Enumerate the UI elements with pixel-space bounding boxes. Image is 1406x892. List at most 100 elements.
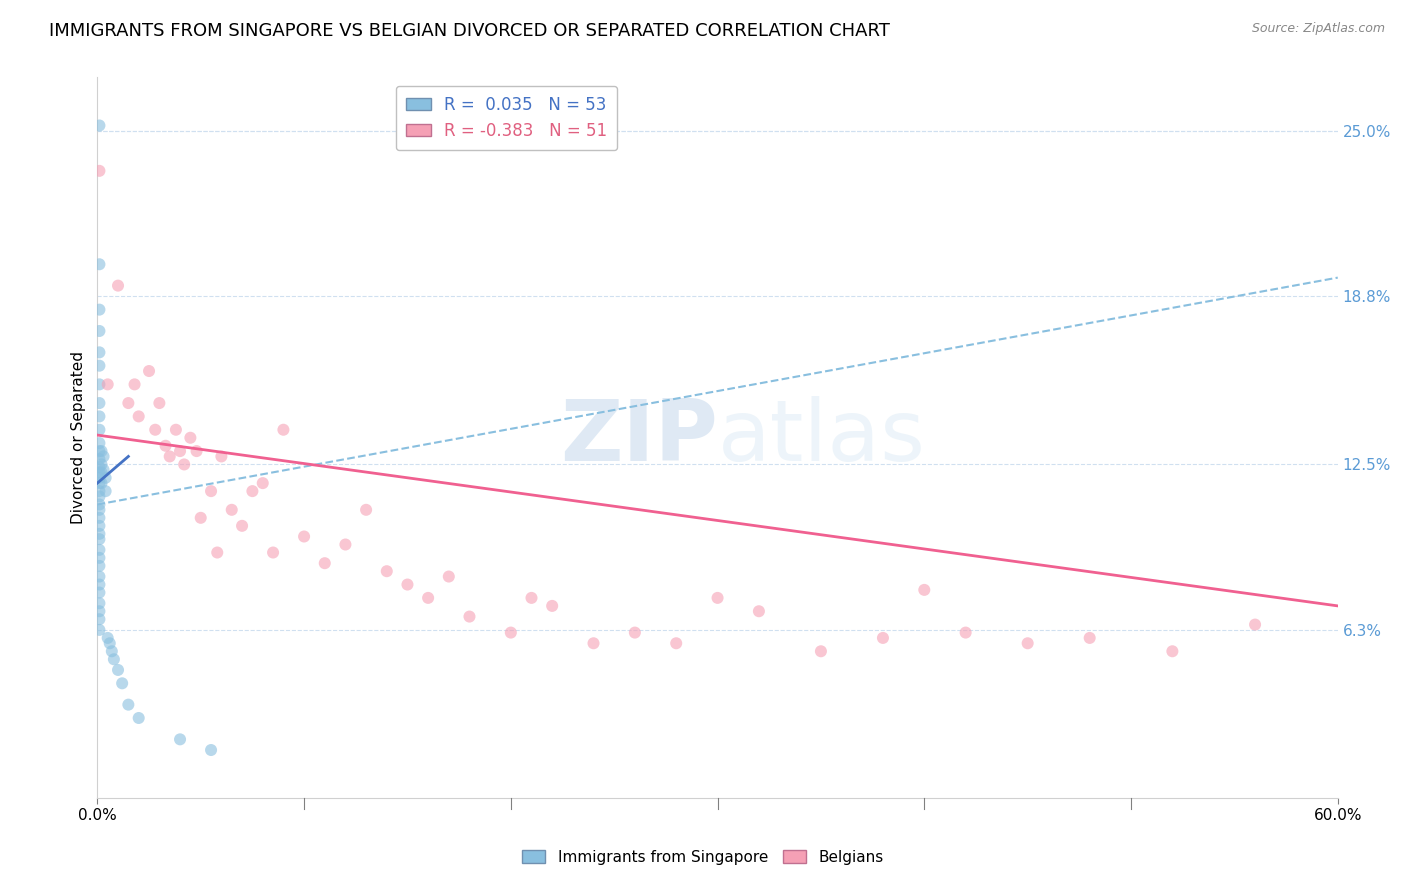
Point: [107, 278, 129, 293]
Point: [90, 466, 112, 480]
Point: [143, 423, 166, 437]
Point: [89, 503, 111, 517]
Point: [97, 377, 120, 392]
Point: [94, 484, 117, 499]
Point: [200, 743, 222, 757]
Text: IMMIGRANTS FROM SINGAPORE VS BELGIAN DIVORCED OR SEPARATED CORRELATION CHART: IMMIGRANTS FROM SINGAPORE VS BELGIAN DIV…: [49, 22, 890, 40]
Legend: Immigrants from Singapore, Belgians: Immigrants from Singapore, Belgians: [516, 844, 890, 871]
Point: [89, 324, 111, 338]
Point: [262, 545, 284, 559]
Point: [179, 431, 201, 445]
Point: [124, 377, 146, 392]
Point: [89, 498, 111, 512]
Point: [520, 591, 543, 605]
Point: [89, 257, 111, 271]
Point: [93, 463, 115, 477]
Point: [418, 591, 440, 605]
Point: [912, 582, 935, 597]
Point: [354, 503, 377, 517]
Point: [89, 569, 111, 583]
Legend: R =  0.035   N = 53, R = -0.383   N = 51: R = 0.035 N = 53, R = -0.383 N = 51: [396, 86, 617, 150]
Point: [186, 444, 208, 458]
Point: [169, 444, 191, 458]
Point: [103, 652, 125, 666]
Point: [89, 484, 111, 499]
Point: [221, 503, 243, 517]
Point: [89, 452, 111, 467]
Point: [89, 526, 111, 541]
Point: [89, 409, 111, 424]
Y-axis label: Divorced or Separated: Divorced or Separated: [72, 351, 86, 524]
Point: [190, 511, 212, 525]
Point: [458, 609, 481, 624]
Point: [93, 450, 115, 464]
Point: [148, 396, 170, 410]
Point: [89, 532, 111, 546]
Point: [89, 444, 111, 458]
Point: [273, 423, 295, 437]
Point: [89, 164, 111, 178]
Point: [89, 377, 111, 392]
Point: [97, 631, 120, 645]
Point: [107, 663, 129, 677]
Point: [89, 471, 111, 485]
Point: [89, 577, 111, 591]
Point: [89, 345, 111, 359]
Point: [89, 490, 111, 504]
Point: [292, 529, 315, 543]
Point: [89, 436, 111, 450]
Point: [90, 444, 112, 458]
Point: [98, 636, 121, 650]
Point: [748, 604, 770, 618]
Point: [810, 644, 832, 658]
Point: [169, 732, 191, 747]
Point: [117, 698, 139, 712]
Point: [165, 423, 187, 437]
Point: [207, 545, 229, 559]
Point: [111, 676, 134, 690]
Point: [231, 518, 253, 533]
Point: [665, 636, 688, 650]
Point: [624, 625, 647, 640]
Text: Source: ZipAtlas.com: Source: ZipAtlas.com: [1251, 22, 1385, 36]
Point: [335, 537, 357, 551]
Point: [252, 476, 274, 491]
Point: [90, 458, 112, 472]
Point: [200, 484, 222, 499]
Point: [582, 636, 605, 650]
Point: [89, 604, 111, 618]
Point: [159, 450, 181, 464]
Point: [173, 458, 195, 472]
Point: [541, 599, 564, 613]
Point: [396, 577, 419, 591]
Point: [128, 409, 150, 424]
Point: [1161, 644, 1184, 658]
Point: [155, 439, 177, 453]
Point: [242, 484, 264, 499]
Point: [89, 460, 111, 475]
Point: [94, 471, 117, 485]
Point: [89, 542, 111, 557]
Point: [101, 644, 124, 658]
Point: [89, 302, 111, 317]
Point: [89, 585, 111, 599]
Point: [499, 625, 522, 640]
Point: [89, 518, 111, 533]
Point: [89, 359, 111, 373]
Text: atlas: atlas: [717, 396, 925, 479]
Point: [89, 476, 111, 491]
Point: [1078, 631, 1101, 645]
Point: [89, 558, 111, 573]
Point: [872, 631, 894, 645]
Point: [89, 423, 111, 437]
Point: [89, 550, 111, 565]
Point: [1244, 617, 1267, 632]
Point: [375, 564, 398, 578]
Point: [117, 396, 139, 410]
Point: [955, 625, 977, 640]
Point: [209, 450, 232, 464]
Point: [437, 569, 460, 583]
Point: [89, 119, 111, 133]
Point: [90, 476, 112, 491]
Point: [128, 711, 150, 725]
